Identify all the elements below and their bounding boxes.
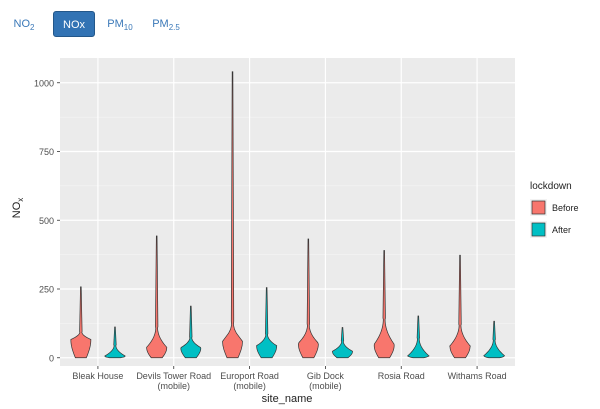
violin-before: [373, 250, 395, 359]
tab-label: PM: [107, 18, 124, 30]
x-tick-label: Europort Road (mobile): [220, 371, 279, 391]
y-tick-label: 250: [39, 285, 54, 295]
x-axis-label: site_name: [262, 393, 313, 405]
violin-after: [406, 315, 430, 359]
gridlines: [60, 58, 515, 366]
x-tick-label-line: (mobile): [157, 381, 190, 391]
x-tick-label-line: Devils Tower Road: [136, 371, 211, 381]
x-tick-label: Bleak House: [72, 371, 123, 381]
plot-panel: [60, 58, 515, 366]
tab-label-subscript: 2: [30, 23, 35, 32]
y-tick-label: 0: [49, 353, 54, 363]
y-axis-label: NOx: [11, 198, 25, 219]
violin-after: [104, 326, 126, 359]
x-tick-label-line: Gib Dock: [307, 371, 345, 381]
violin-before: [222, 71, 243, 359]
legend: lockdown Before After: [530, 181, 579, 238]
x-tick-label: Withams Road: [448, 371, 507, 381]
tab-label-subscript: 2.5: [168, 23, 180, 32]
tab-pm10[interactable]: PM10: [100, 11, 140, 37]
violin-after: [256, 287, 278, 359]
y-axis: 0 250 500 750 1000: [34, 78, 60, 363]
violin-before: [146, 235, 168, 359]
tab-label: NOx: [63, 19, 85, 31]
legend-swatch-before: [531, 200, 546, 215]
legend-swatch-after: [531, 222, 546, 237]
x-tick-label: Devils Tower Road (mobile): [136, 371, 211, 391]
y-tick-label: 750: [39, 147, 54, 157]
violin-after: [331, 327, 353, 359]
y-tick-label: 500: [39, 216, 54, 226]
violin-before: [70, 286, 92, 359]
violin-after: [483, 320, 505, 359]
x-tick-label-line: Bleak House: [72, 371, 123, 381]
x-tick-label-line: Rosia Road: [378, 371, 425, 381]
tab-label: PM: [152, 18, 169, 30]
violin-before: [449, 254, 471, 359]
x-tick-label: Gib Dock (mobile): [307, 371, 345, 391]
tab-no2[interactable]: NO2: [6, 11, 42, 37]
tab-label: NO: [13, 18, 31, 30]
x-tick-label-line: Withams Road: [448, 371, 507, 381]
violin-after: [180, 305, 202, 359]
x-axis: Bleak House Devils Tower Road (mobile)Euro…: [72, 366, 507, 391]
x-tick-label-line: Europort Road: [220, 371, 279, 381]
x-tick-label: Rosia Road: [378, 371, 425, 381]
x-tick-label-line: (mobile): [309, 381, 342, 391]
tab-pm25[interactable]: PM2.5: [146, 11, 186, 37]
legend-label: Before: [552, 203, 579, 213]
tab-nox[interactable]: NOx: [53, 11, 95, 37]
x-tick-label-line: (mobile): [233, 381, 266, 391]
legend-title: lockdown: [530, 181, 572, 192]
violins: [70, 71, 505, 359]
tab-label-subscript: 10: [123, 23, 133, 32]
y-tick-label: 1000: [34, 78, 54, 88]
violin-before: [298, 238, 319, 359]
legend-label: After: [552, 225, 571, 235]
